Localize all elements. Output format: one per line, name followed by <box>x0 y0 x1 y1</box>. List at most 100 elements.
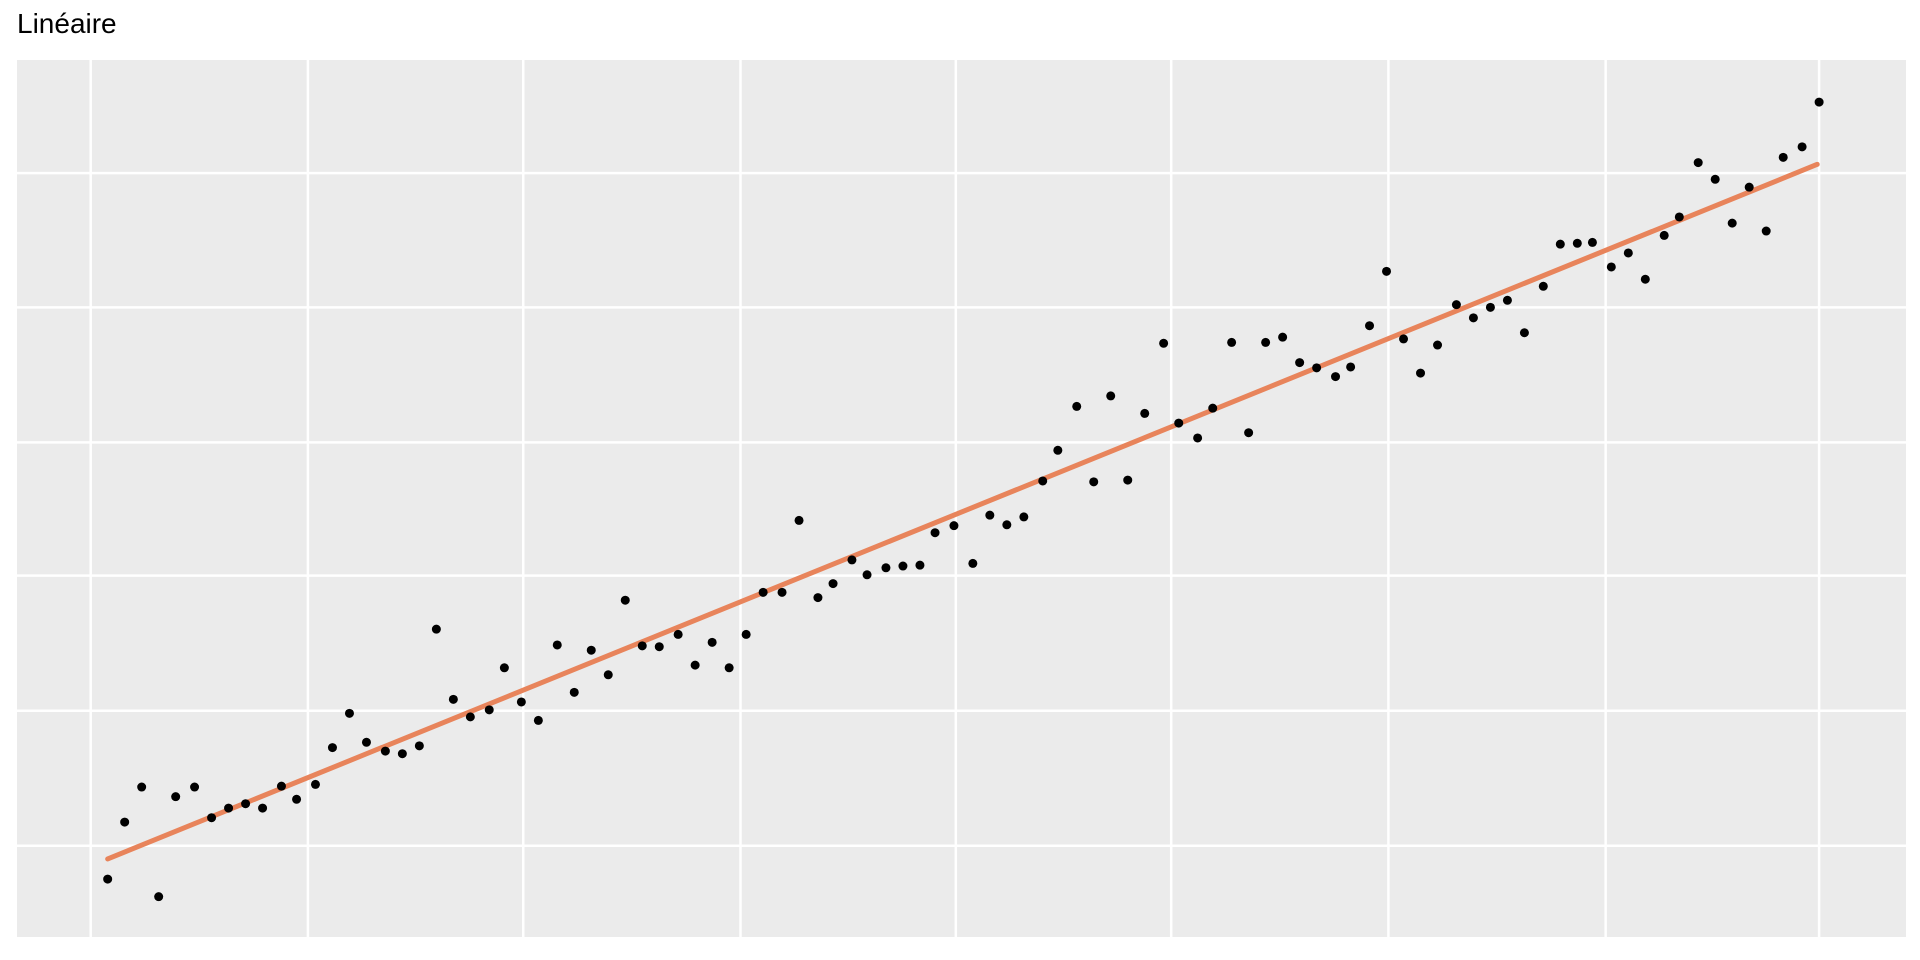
data-point <box>1312 363 1322 373</box>
data-point <box>1174 418 1184 428</box>
data-point <box>397 749 407 759</box>
data-point <box>637 641 647 651</box>
data-point <box>1365 321 1375 331</box>
data-point <box>777 587 787 597</box>
data-point <box>930 528 940 538</box>
data-point <box>361 737 371 747</box>
data-point <box>1761 226 1771 236</box>
data-point <box>1519 328 1529 338</box>
data-point <box>1038 476 1048 486</box>
data-point <box>448 694 458 704</box>
data-point <box>171 792 181 802</box>
data-point <box>380 746 390 756</box>
data-point <box>1278 332 1288 342</box>
data-point <box>1208 403 1218 413</box>
data-point <box>1640 274 1650 284</box>
data-point <box>344 708 354 718</box>
data-point <box>1572 238 1582 248</box>
data-point <box>1674 212 1684 222</box>
data-point <box>1382 266 1392 276</box>
data-point <box>569 687 579 697</box>
data-point <box>103 874 113 884</box>
data-point <box>620 595 630 605</box>
scatter-plot-canvas <box>17 60 1906 937</box>
data-point <box>1244 428 1254 438</box>
data-point <box>707 637 717 647</box>
data-point <box>1089 477 1099 487</box>
data-point <box>1814 97 1824 107</box>
data-point <box>207 813 217 823</box>
data-point <box>1106 391 1116 401</box>
data-point <box>414 741 424 751</box>
data-point <box>847 555 857 565</box>
data-point <box>1451 300 1461 310</box>
data-point <box>1053 445 1063 455</box>
data-point <box>258 803 268 813</box>
data-point <box>794 515 804 525</box>
data-point <box>603 670 613 680</box>
data-point <box>516 697 526 707</box>
data-point <box>758 587 768 597</box>
data-point <box>1797 142 1807 152</box>
data-point <box>586 645 596 655</box>
data-point <box>813 593 823 603</box>
data-point <box>241 799 251 809</box>
data-point <box>1346 362 1356 372</box>
data-point <box>137 782 147 792</box>
data-point <box>552 640 562 650</box>
data-point <box>968 558 978 568</box>
data-point <box>1555 239 1565 249</box>
data-point <box>154 892 164 902</box>
data-point <box>431 624 441 634</box>
data-point <box>690 660 700 670</box>
chart-title: Linéaire <box>17 8 117 39</box>
data-point <box>1693 158 1703 168</box>
data-point <box>654 642 664 652</box>
data-point <box>499 663 509 673</box>
data-point <box>1485 302 1495 312</box>
data-point <box>898 561 908 571</box>
data-point <box>190 782 200 792</box>
data-point <box>120 817 130 827</box>
data-point <box>1659 230 1669 240</box>
data-point <box>741 629 751 639</box>
plot-area <box>17 60 1906 937</box>
data-point <box>1606 262 1616 272</box>
data-point <box>1468 313 1478 323</box>
data-point <box>1295 358 1305 368</box>
data-point <box>310 779 320 789</box>
trend-line <box>105 161 1820 862</box>
data-point <box>1399 334 1409 344</box>
data-point <box>1072 401 1082 411</box>
data-point <box>1416 368 1426 378</box>
data-point <box>1587 237 1597 247</box>
data-point <box>1727 218 1737 228</box>
data-point <box>1227 337 1237 347</box>
data-point <box>1261 337 1271 347</box>
data-point <box>224 803 234 813</box>
data-point <box>862 570 872 580</box>
data-point <box>1140 408 1150 418</box>
data-point <box>1019 512 1029 522</box>
data-point <box>1623 248 1633 258</box>
data-point <box>533 715 543 725</box>
data-point <box>1744 182 1754 192</box>
data-point <box>724 663 734 673</box>
data-point <box>1331 372 1341 382</box>
data-point <box>1123 475 1133 485</box>
data-point <box>465 712 475 722</box>
data-point <box>1538 281 1548 291</box>
data-point <box>673 629 683 639</box>
data-point <box>915 560 925 570</box>
data-point <box>292 794 302 804</box>
data-point <box>1159 338 1169 348</box>
data-point <box>1778 152 1788 162</box>
data-point <box>327 743 337 753</box>
data-point <box>1193 433 1203 443</box>
data-point <box>1502 295 1512 305</box>
data-point <box>1710 174 1720 184</box>
data-point <box>985 510 995 520</box>
data-point <box>949 521 959 531</box>
data-point <box>1002 520 1012 530</box>
